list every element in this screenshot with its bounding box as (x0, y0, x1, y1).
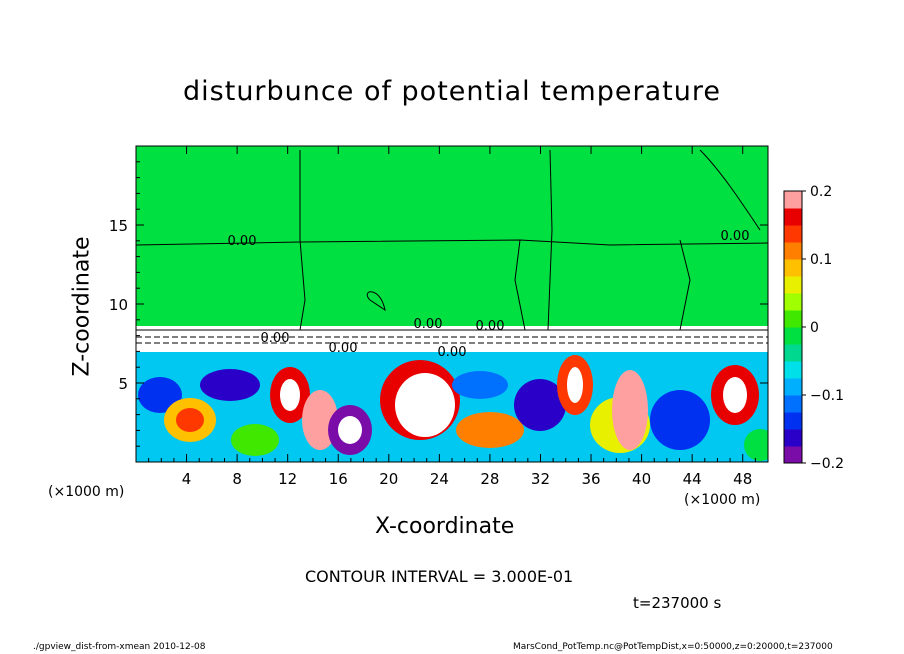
y-tick-label: 10 (109, 296, 128, 314)
heatmap-transition-band (136, 326, 768, 354)
x-tick-label: 12 (278, 470, 297, 488)
colorbar-tick-label: −0.2 (810, 456, 844, 472)
y-tick-label: 5 (118, 375, 128, 393)
x-unit-label-left: (×1000 m) (48, 484, 125, 500)
contour-interval-text: CONTOUR INTERVAL = 3.000E-01 (305, 567, 574, 586)
x-tick-label: 40 (632, 470, 651, 488)
colorbar-segment (784, 276, 802, 294)
colorbar-segment (784, 361, 802, 379)
x-tick-label: 48 (733, 470, 752, 488)
colorbar-tick-label: −0.1 (810, 388, 844, 404)
x-tick-label: 28 (480, 470, 499, 488)
x-tick-label: 24 (430, 470, 449, 488)
footer-right-text: MarsCond_PotTemp.nc@PotTempDist,x=0:5000… (513, 642, 833, 652)
contour-label: 0.00 (414, 317, 443, 332)
contour-label: 0.00 (476, 319, 505, 334)
x-tick-label: 32 (531, 470, 550, 488)
colorbar-segment (784, 429, 802, 447)
contour-label: 0.00 (261, 331, 290, 346)
colorbar-segment (784, 395, 802, 413)
x-unit-label-right: (×1000 m) (684, 492, 761, 508)
colorbar-segment (784, 208, 802, 226)
colorbar-tick-label: 0.2 (810, 184, 832, 200)
colorbar-segment (784, 259, 802, 277)
colorbar-segment (784, 293, 802, 311)
x-tick-label: 4 (182, 470, 192, 488)
colorbar-segment (784, 378, 802, 396)
x-tick-label: 8 (232, 470, 242, 488)
x-tick-label: 16 (329, 470, 348, 488)
colorbar-segment (784, 310, 802, 328)
footer-left-text: ./gpview_dist-from-xmean 2010-12-08 (33, 642, 206, 652)
colorbar-segment (784, 242, 802, 260)
contour-label: 0.00 (228, 234, 257, 249)
x-axis-label: X-coordinate (375, 514, 515, 539)
heatmap-region-upper (136, 146, 768, 332)
colorbar-segment (784, 344, 802, 362)
colorbar-tick-label: 0 (810, 320, 819, 336)
y-tick-label: 15 (109, 217, 128, 235)
heatmap-field (136, 146, 768, 462)
contour-label: 0.00 (721, 229, 750, 244)
x-tick-label: 36 (581, 470, 600, 488)
chart-title: disturbunce of potential temperature (183, 76, 721, 107)
time-text: t=237000 s (633, 594, 722, 612)
contour-lines (136, 149, 768, 344)
contour-labels: 0.00 0.00 0.00 0.00 0.00 0.00 0.00 (228, 229, 750, 360)
turbulent-structures (138, 355, 768, 461)
colorbar-segment (784, 225, 802, 243)
x-tick-label: 20 (379, 470, 398, 488)
colorbar-tick-label: 0.1 (810, 252, 832, 268)
colorbar-segment (784, 191, 802, 209)
colorbar-segment (784, 412, 802, 430)
colorbar: 0.2 0.1 0 −0.1 −0.2 (783, 184, 844, 472)
colorbar-segment (784, 446, 802, 464)
contour-label: 0.00 (438, 345, 467, 360)
y-axis: 5 10 15 (109, 161, 768, 447)
colorbar-segment (784, 327, 802, 345)
contour-label: 0.00 (329, 341, 358, 356)
x-tick-label: 44 (683, 470, 702, 488)
x-axis: 4 8 12 16 20 24 28 32 36 40 44 48 (148, 146, 756, 488)
